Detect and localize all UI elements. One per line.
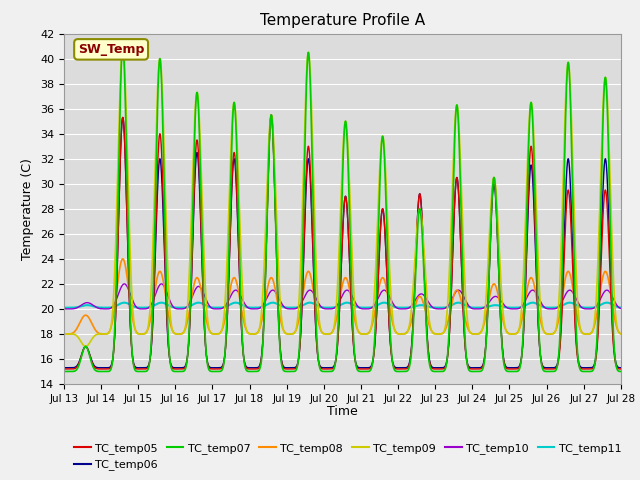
TC_temp06	[60, 365, 68, 371]
TC_temp07	[467, 369, 475, 374]
TC_temp11	[603, 300, 611, 306]
TC_temp10	[65, 306, 72, 312]
TC_temp10	[617, 306, 625, 312]
TC_temp11	[324, 305, 332, 311]
TC_temp09	[324, 331, 332, 337]
TC_temp09	[250, 331, 257, 337]
TC_temp10	[60, 306, 68, 312]
TC_temp08	[63, 331, 71, 337]
TC_temp10	[324, 306, 332, 312]
TC_temp07	[483, 328, 491, 334]
TC_temp08	[119, 256, 127, 262]
TC_temp06	[617, 365, 625, 371]
TC_temp07	[324, 369, 332, 374]
TC_temp11	[65, 305, 72, 311]
TC_temp08	[467, 330, 475, 336]
TC_temp11	[587, 305, 595, 311]
TC_temp06	[63, 365, 71, 371]
TC_temp05	[63, 366, 71, 372]
TC_temp09	[119, 43, 127, 49]
TC_temp10	[483, 302, 491, 308]
TC_temp06	[268, 112, 275, 118]
TC_temp05	[483, 326, 491, 332]
TC_temp08	[483, 308, 491, 314]
TC_temp07	[250, 369, 257, 374]
TC_temp09	[617, 331, 625, 337]
TC_temp06	[250, 365, 257, 371]
TC_temp07	[63, 369, 71, 374]
TC_temp06	[324, 365, 332, 371]
TC_temp05	[268, 112, 275, 118]
TC_temp10	[587, 306, 595, 312]
TC_temp05	[587, 366, 595, 372]
TC_temp11	[617, 305, 625, 311]
Line: TC_temp07: TC_temp07	[64, 46, 621, 372]
TC_temp05	[250, 366, 257, 372]
TC_temp08	[587, 330, 595, 336]
TC_temp11	[60, 305, 68, 311]
TC_temp10	[594, 301, 602, 307]
TC_temp08	[250, 331, 257, 337]
TC_temp10	[120, 281, 128, 287]
TC_temp07	[587, 369, 595, 374]
Legend: TC_temp05, TC_temp06, TC_temp07, TC_temp08, TC_temp09, TC_temp10, TC_temp11: TC_temp05, TC_temp06, TC_temp07, TC_temp…	[70, 439, 626, 475]
TC_temp06	[594, 334, 602, 339]
TC_temp08	[324, 331, 332, 337]
TC_temp08	[60, 331, 68, 337]
TC_temp06	[587, 365, 595, 371]
Line: TC_temp06: TC_temp06	[64, 115, 621, 368]
TC_temp06	[483, 326, 491, 332]
TC_temp11	[594, 303, 602, 309]
TC_temp09	[467, 331, 475, 336]
TC_temp05	[324, 366, 332, 372]
TC_temp05	[467, 366, 475, 372]
Text: SW_Temp: SW_Temp	[78, 43, 144, 56]
TC_temp11	[483, 304, 491, 310]
TC_temp08	[617, 331, 625, 336]
TC_temp07	[594, 324, 602, 330]
TC_temp07	[119, 43, 127, 49]
Line: TC_temp10: TC_temp10	[64, 284, 621, 309]
TC_temp09	[594, 269, 602, 275]
TC_temp05	[617, 366, 625, 372]
Line: TC_temp05: TC_temp05	[64, 115, 621, 369]
TC_temp11	[250, 305, 257, 311]
TC_temp05	[60, 366, 68, 372]
TC_temp09	[483, 282, 491, 288]
Line: TC_temp09: TC_temp09	[64, 46, 621, 347]
Title: Temperature Profile A: Temperature Profile A	[260, 13, 425, 28]
TC_temp07	[60, 369, 68, 374]
TC_temp10	[250, 306, 257, 312]
TC_temp09	[587, 331, 595, 336]
TC_temp09	[60, 331, 68, 337]
TC_temp05	[594, 339, 602, 345]
TC_temp10	[467, 305, 475, 311]
TC_temp09	[82, 344, 90, 349]
Line: TC_temp08: TC_temp08	[64, 259, 621, 334]
Y-axis label: Temperature (C): Temperature (C)	[22, 158, 35, 260]
TC_temp07	[617, 369, 625, 374]
Line: TC_temp11: TC_temp11	[64, 303, 621, 308]
TC_temp11	[467, 304, 475, 310]
X-axis label: Time: Time	[327, 405, 358, 418]
TC_temp08	[594, 307, 602, 312]
TC_temp06	[467, 365, 475, 371]
